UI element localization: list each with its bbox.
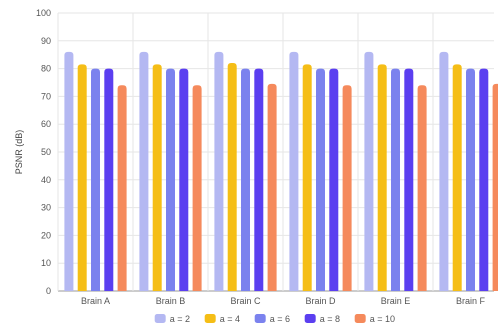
bar-brain-e-series-5 (417, 85, 427, 291)
bar-brain-b-series-1 (139, 51, 149, 291)
bar-brain-d-series-5 (342, 85, 352, 291)
bar-brain-c-series-4 (254, 68, 264, 291)
x-tick-label: Brain A (81, 296, 110, 306)
bar-brain-f-series-4 (479, 68, 489, 291)
bar-brain-f-series-3 (466, 68, 475, 291)
y-tick-label: 0 (46, 286, 51, 296)
x-tick-label: Brain F (456, 296, 486, 306)
legend-swatch-4 (304, 314, 316, 323)
bar-brain-a-series-4 (104, 68, 114, 291)
y-tick-label: 90 (41, 36, 51, 46)
bar-brain-c-series-2 (227, 63, 237, 291)
bar-brain-a-series-2 (77, 64, 87, 292)
bar-brain-d-series-4 (329, 68, 339, 291)
bar-brain-f-series-1 (439, 51, 449, 291)
bar-brain-a-series-1 (64, 51, 74, 291)
y-tick-label: 60 (41, 119, 51, 129)
bar-brain-c-series-5 (267, 83, 277, 291)
bar-brain-d-series-3 (316, 68, 325, 291)
bar-brain-e-series-2 (377, 64, 387, 292)
y-tick-label: 70 (41, 91, 51, 101)
legend-label-2: a = 4 (220, 314, 240, 324)
bar-layer (64, 51, 498, 292)
legend-swatch-1 (154, 314, 166, 323)
legend-swatch-2 (204, 314, 216, 323)
legend-label-5: a = 10 (370, 314, 395, 324)
bar-brain-f-series-2 (452, 64, 462, 292)
y-tick-label: 10 (41, 258, 51, 268)
x-tick-labels: Brain A Brain B Brain C Brain D Brain E Brain… (81, 296, 486, 306)
y-tick-labels: 0 10 20 30 40 50 60 70 80 90 100 (36, 8, 51, 296)
y-tick-label: 50 (41, 147, 51, 157)
legend-label-3: a = 6 (270, 314, 290, 324)
bar-brain-e-series-4 (404, 68, 414, 291)
x-tick-label: Brain E (381, 296, 411, 306)
bar-brain-b-series-3 (166, 68, 175, 291)
y-axis-label: PSNR (dB) (14, 130, 24, 175)
y-tick-label: 20 (41, 230, 51, 240)
bar-brain-c-series-3 (241, 68, 250, 291)
legend: a = 2 a = 4 a = 6 a = 8 a = 10 (154, 314, 395, 324)
legend-swatch-3 (254, 314, 266, 323)
legend-label-1: a = 2 (170, 314, 190, 324)
y-tick-label: 100 (36, 8, 51, 18)
y-tick-label: 80 (41, 64, 51, 74)
x-tick-label: Brain D (305, 296, 336, 306)
bar-brain-a-series-5 (117, 85, 127, 291)
bar-brain-b-series-2 (152, 64, 162, 292)
y-tick-label: 30 (41, 203, 51, 213)
x-tick-label: Brain B (156, 296, 186, 306)
bar-brain-c-series-1 (214, 51, 224, 291)
bar-brain-a-series-3 (91, 68, 100, 291)
x-tick-label: Brain C (230, 296, 261, 306)
legend-swatch-5 (354, 314, 366, 323)
y-tick-label: 40 (41, 175, 51, 185)
bar-brain-f-series-5 (492, 83, 498, 291)
bar-brain-e-series-3 (391, 68, 400, 291)
legend-label-4: a = 8 (320, 314, 340, 324)
bar-brain-b-series-5 (192, 85, 202, 291)
bar-brain-d-series-1 (289, 51, 299, 291)
bar-brain-d-series-2 (302, 64, 312, 292)
bar-brain-b-series-4 (179, 68, 189, 291)
bar-brain-e-series-1 (364, 51, 374, 291)
